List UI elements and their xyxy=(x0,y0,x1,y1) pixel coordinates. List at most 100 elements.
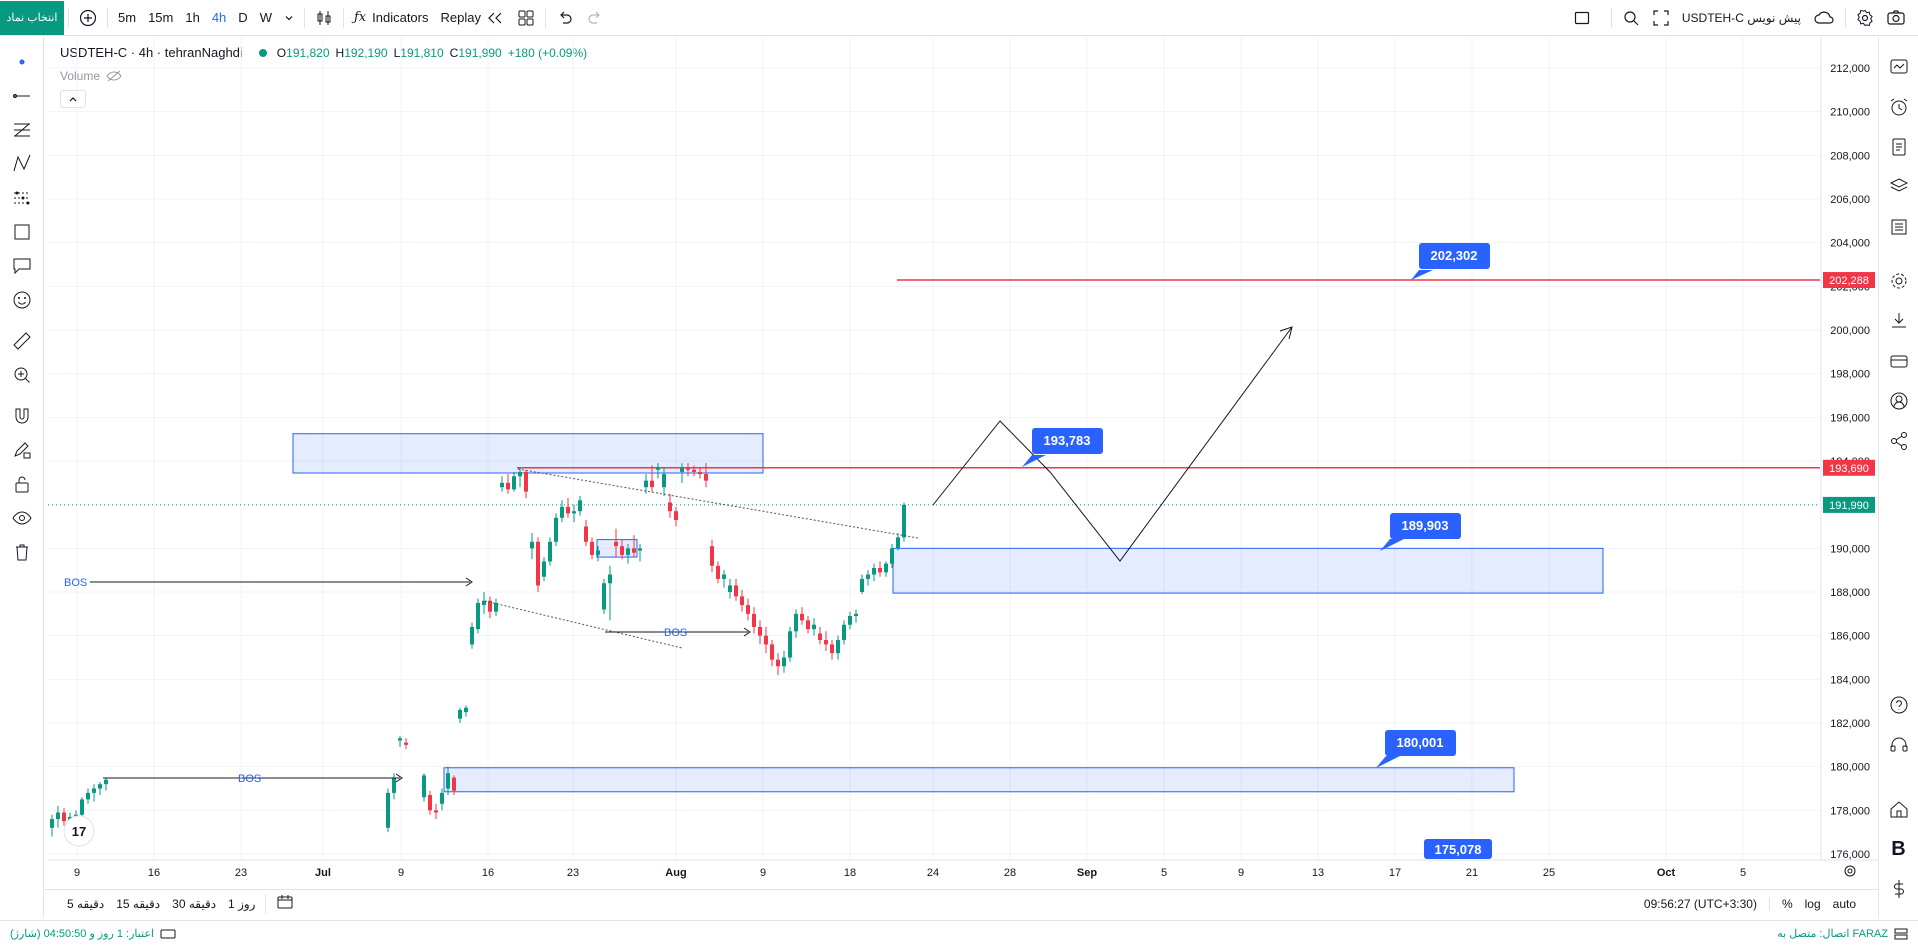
high-value: 192,190 xyxy=(344,45,388,60)
home-icon[interactable] xyxy=(1885,795,1913,823)
percent-toggle[interactable]: % xyxy=(1768,896,1799,911)
price-badge[interactable]: 191,990 xyxy=(1823,496,1875,513)
candles-icon[interactable] xyxy=(309,0,339,36)
timeframe-5m[interactable]: 5m xyxy=(118,10,137,25)
callout-175078[interactable]: 175,078 xyxy=(1424,839,1492,859)
forecast-icon[interactable] xyxy=(8,184,36,212)
divider xyxy=(68,7,69,28)
share-icon[interactable] xyxy=(1885,427,1913,455)
indicators-button[interactable]: ƒx Indicators xyxy=(348,0,435,36)
change-value: +180 (+0.09%) xyxy=(507,45,588,60)
pencil-lock-icon[interactable] xyxy=(8,436,36,464)
bold-b-icon[interactable]: B xyxy=(1891,837,1906,860)
callout-icon[interactable] xyxy=(8,252,36,280)
price-tick: 198,000 xyxy=(1830,369,1870,381)
range-1d[interactable]: 1 روز xyxy=(228,896,256,911)
timeframe-4h[interactable]: 4h xyxy=(211,10,227,25)
time-tick: 24 xyxy=(927,867,939,879)
quick-search-icon[interactable] xyxy=(1616,0,1646,36)
time-axis[interactable]: 9 16 23 Jul 9 16 23 Aug 9 18 24 28 Sep 5 9 13 17 21 25 Oct 5 xyxy=(74,867,1746,879)
date-range-icon[interactable] xyxy=(265,894,300,913)
range-15m[interactable]: 15 دقیقه xyxy=(116,896,161,911)
callout-193783[interactable]: 193,783 xyxy=(1022,428,1103,467)
callout-189903[interactable]: 189,903 xyxy=(1380,513,1461,551)
range-5m[interactable]: 5 دقیقه xyxy=(67,896,105,911)
timeframe-d[interactable]: D xyxy=(238,10,248,25)
callout-180001[interactable]: 180,001 xyxy=(1376,730,1456,768)
timeframe-w[interactable]: W xyxy=(259,10,272,25)
timeframe-1h[interactable]: 1h xyxy=(185,10,200,25)
symbol-search-button[interactable]: انتخاب نماد xyxy=(0,0,64,35)
demand-zone-low[interactable] xyxy=(443,767,1515,793)
trend-line-icon[interactable] xyxy=(8,82,36,110)
zoom-in-icon[interactable] xyxy=(8,361,36,389)
settings-gear-icon[interactable] xyxy=(1885,267,1913,295)
cloud-icon[interactable] xyxy=(1807,0,1841,36)
callout-202302[interactable]: 202,302 xyxy=(1411,243,1490,280)
price-chart[interactable]: BOS BOS BOS 202,302 193,783 189,903 180,… xyxy=(0,0,1918,920)
add-symbol-icon[interactable] xyxy=(73,0,103,36)
dollar-icon[interactable] xyxy=(1885,875,1913,903)
alarm-clock-icon[interactable] xyxy=(1885,93,1913,121)
drawing-toolbar xyxy=(0,37,44,917)
settings-gear-icon[interactable] xyxy=(1850,0,1880,36)
bos-label[interactable]: BOS xyxy=(664,627,687,639)
crosshair-dot-icon[interactable] xyxy=(8,48,36,76)
trash-icon[interactable] xyxy=(8,538,36,566)
bos-label[interactable]: BOS xyxy=(64,577,87,589)
expand-icon[interactable] xyxy=(1646,0,1676,36)
notes-icon[interactable] xyxy=(1885,133,1913,161)
download-icon[interactable] xyxy=(1885,307,1913,335)
time-tick: 18 xyxy=(844,867,856,879)
user-icon[interactable] xyxy=(1885,387,1913,415)
range-30m[interactable]: 30 دقیقه xyxy=(172,896,217,911)
pattern-icon[interactable] xyxy=(8,150,36,178)
supply-zone-top[interactable] xyxy=(292,433,764,474)
bos-label[interactable]: BOS xyxy=(238,773,261,785)
trendline-channel-low[interactable] xyxy=(484,600,683,649)
volume-label[interactable]: Volume xyxy=(60,69,101,83)
price-tick: 180,000 xyxy=(1830,762,1870,774)
help-icon[interactable] xyxy=(1885,691,1913,719)
time-tick: Jul xyxy=(315,867,331,879)
legend-title[interactable]: USDTEH-C · 4h · tehranNaghdi xyxy=(60,45,243,60)
open-label: O xyxy=(276,45,287,60)
auto-toggle[interactable]: auto xyxy=(1832,896,1856,911)
price-badge[interactable]: 202,288 xyxy=(1823,272,1875,289)
timeframe-15m[interactable]: 15m xyxy=(148,10,174,25)
eye-hidden-icon[interactable] xyxy=(106,69,122,83)
watchlist-icon[interactable] xyxy=(1885,53,1913,81)
bos-arrows xyxy=(90,577,751,783)
clock-time[interactable]: 09:56:27 (UTC+3:30) xyxy=(1643,896,1757,911)
price-badge[interactable]: 193,690 xyxy=(1823,459,1875,476)
wallet-icon[interactable] xyxy=(1885,347,1913,375)
emoji-icon[interactable] xyxy=(8,286,36,314)
rectangle-icon[interactable] xyxy=(8,218,36,246)
layers-icon[interactable] xyxy=(1885,173,1913,201)
demand-zone-mid[interactable] xyxy=(892,547,1604,594)
replay-button[interactable]: Replay xyxy=(435,0,511,36)
log-toggle[interactable]: log xyxy=(1804,896,1821,911)
projection-path[interactable] xyxy=(932,326,1293,562)
ruler-icon[interactable] xyxy=(8,327,36,355)
axis-settings-icon[interactable] xyxy=(1844,865,1856,877)
eye-icon[interactable] xyxy=(8,504,36,532)
camera-icon[interactable] xyxy=(1880,0,1912,36)
redo-icon[interactable] xyxy=(580,0,610,36)
layout-grid-icon[interactable] xyxy=(511,0,541,36)
news-icon[interactable] xyxy=(1885,213,1913,241)
fib-lines-icon[interactable] xyxy=(8,116,36,144)
price-tick: 200,000 xyxy=(1830,325,1870,337)
magnet-icon[interactable] xyxy=(8,402,36,430)
undo-icon[interactable] xyxy=(550,0,580,36)
fullscreen-box-icon[interactable] xyxy=(1567,0,1597,36)
headset-icon[interactable] xyxy=(1885,731,1913,759)
close-label: C xyxy=(449,45,459,60)
tv-logo[interactable]: 17 xyxy=(63,815,95,847)
credit-status: اعتبار: 1 روز و 04:50:50 (شارژ) xyxy=(10,927,176,940)
ticket-icon xyxy=(160,929,176,938)
lock-icon[interactable] xyxy=(8,470,36,498)
price-badge-label: 193,690 xyxy=(1829,463,1869,475)
collapse-legend-button[interactable] xyxy=(60,90,86,108)
chevron-down-icon[interactable] xyxy=(278,0,300,36)
